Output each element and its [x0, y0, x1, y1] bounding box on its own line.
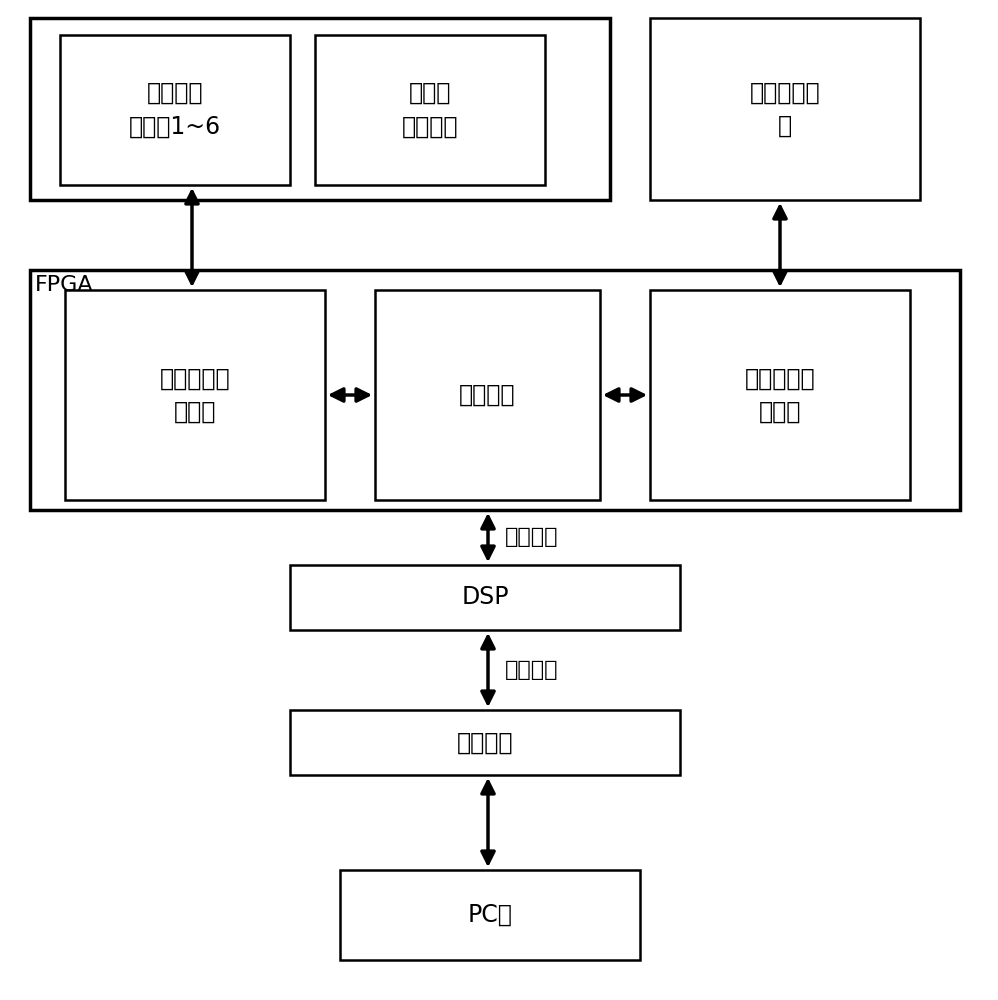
Text: 调整及
对准装置: 调整及 对准装置: [402, 81, 458, 139]
Text: 通信接口: 通信接口: [457, 730, 513, 754]
Bar: [30, 270, 960, 510]
Text: FPGA: FPGA: [35, 275, 94, 295]
Text: PC机: PC机: [467, 903, 512, 927]
Bar: [30, 18, 610, 200]
Text: 惯性测量组
合: 惯性测量组 合: [749, 80, 820, 138]
Bar: [375, 290, 600, 500]
Bar: [315, 35, 545, 185]
Text: 同步模块: 同步模块: [459, 383, 516, 407]
Bar: [290, 565, 680, 630]
Bar: [650, 290, 910, 500]
Text: 第二信息采
集单元: 第二信息采 集单元: [745, 366, 815, 424]
Bar: [650, 18, 920, 200]
Bar: [60, 35, 290, 185]
Bar: [340, 870, 640, 960]
Text: DSP: DSP: [461, 585, 509, 609]
Text: 并行总线: 并行总线: [505, 527, 559, 547]
Text: 激光位移
传感器1~6: 激光位移 传感器1~6: [129, 81, 222, 139]
Bar: [290, 710, 680, 775]
Bar: [65, 290, 325, 500]
Text: 并行总线: 并行总线: [505, 660, 559, 680]
Text: 第一信息采
集单元: 第一信息采 集单元: [160, 366, 231, 424]
